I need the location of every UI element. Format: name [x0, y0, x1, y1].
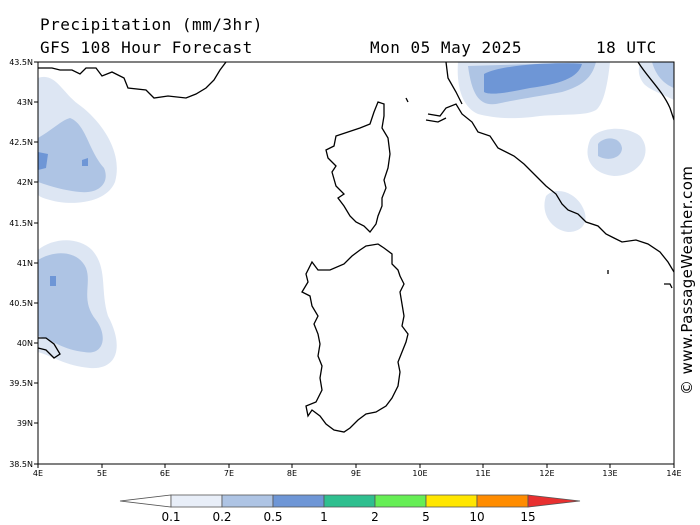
map-frame [37, 61, 675, 465]
legend-label: 15 [520, 510, 535, 524]
latitude-axis [34, 61, 38, 465]
coastlines [38, 62, 674, 433]
lon-label: 8E [287, 469, 297, 478]
lon-label: 13E [602, 469, 617, 478]
precipitation-legend: 0.1 0.2 0.5 1 2 5 10 15 [119, 494, 581, 524]
legend-label: 2 [371, 510, 379, 524]
legend-label: 5 [422, 510, 430, 524]
lat-label: 40N [17, 339, 33, 348]
lat-label: 39.5N [9, 379, 33, 388]
legend-swatch [374, 494, 427, 508]
forecast-subtitle: GFS 108 Hour Forecast [40, 38, 253, 57]
precipitation-shading [38, 62, 674, 369]
legend-swatch [170, 494, 223, 508]
legend-swatch [323, 494, 376, 508]
legend-swatch [221, 494, 274, 508]
longitude-axis [37, 464, 675, 468]
legend-label: 0.2 [212, 510, 231, 524]
legend-swatch [425, 494, 478, 508]
legend-label: 0.1 [161, 510, 180, 524]
legend-label: 10 [469, 510, 484, 524]
legend-label: 0.5 [263, 510, 282, 524]
coastline-france [38, 62, 227, 99]
lat-label: 42.5N [9, 138, 33, 147]
legend-swatch-highest [527, 494, 581, 508]
corsica-outline [325, 101, 391, 233]
lon-label: 14E [666, 469, 681, 478]
coastline-italy [427, 103, 674, 273]
coastline-balearic [38, 337, 61, 359]
lat-label: 43N [17, 98, 33, 107]
lon-label: 11E [475, 469, 490, 478]
legend-swatch-lowest [119, 494, 172, 508]
lon-label: 6E [160, 469, 170, 478]
lat-label: 42N [17, 178, 33, 187]
site-credit: © www.PassageWeather.com [678, 165, 696, 395]
legend-swatch [476, 494, 529, 508]
lat-label: 41.5N [9, 219, 33, 228]
lon-label: 9E [351, 469, 361, 478]
forecast-time: 18 UTC [596, 38, 657, 57]
lon-label: 5E [97, 469, 107, 478]
lon-label: 12E [539, 469, 554, 478]
lat-label: 38.5N [9, 460, 33, 469]
lat-label: 43.5N [9, 58, 33, 67]
lon-label: 10E [412, 469, 427, 478]
legend-label: 1 [320, 510, 328, 524]
map-title: Precipitation (mm/3hr) [40, 15, 263, 34]
lon-label: 7E [224, 469, 234, 478]
lon-label: 4E [33, 469, 43, 478]
lat-label: 40.5N [9, 299, 33, 308]
lat-label: 39N [17, 419, 33, 428]
sardinia-outline [301, 243, 409, 433]
legend-swatch [272, 494, 325, 508]
lat-label: 41N [17, 259, 33, 268]
forecast-date: Mon 05 May 2025 [370, 38, 522, 57]
